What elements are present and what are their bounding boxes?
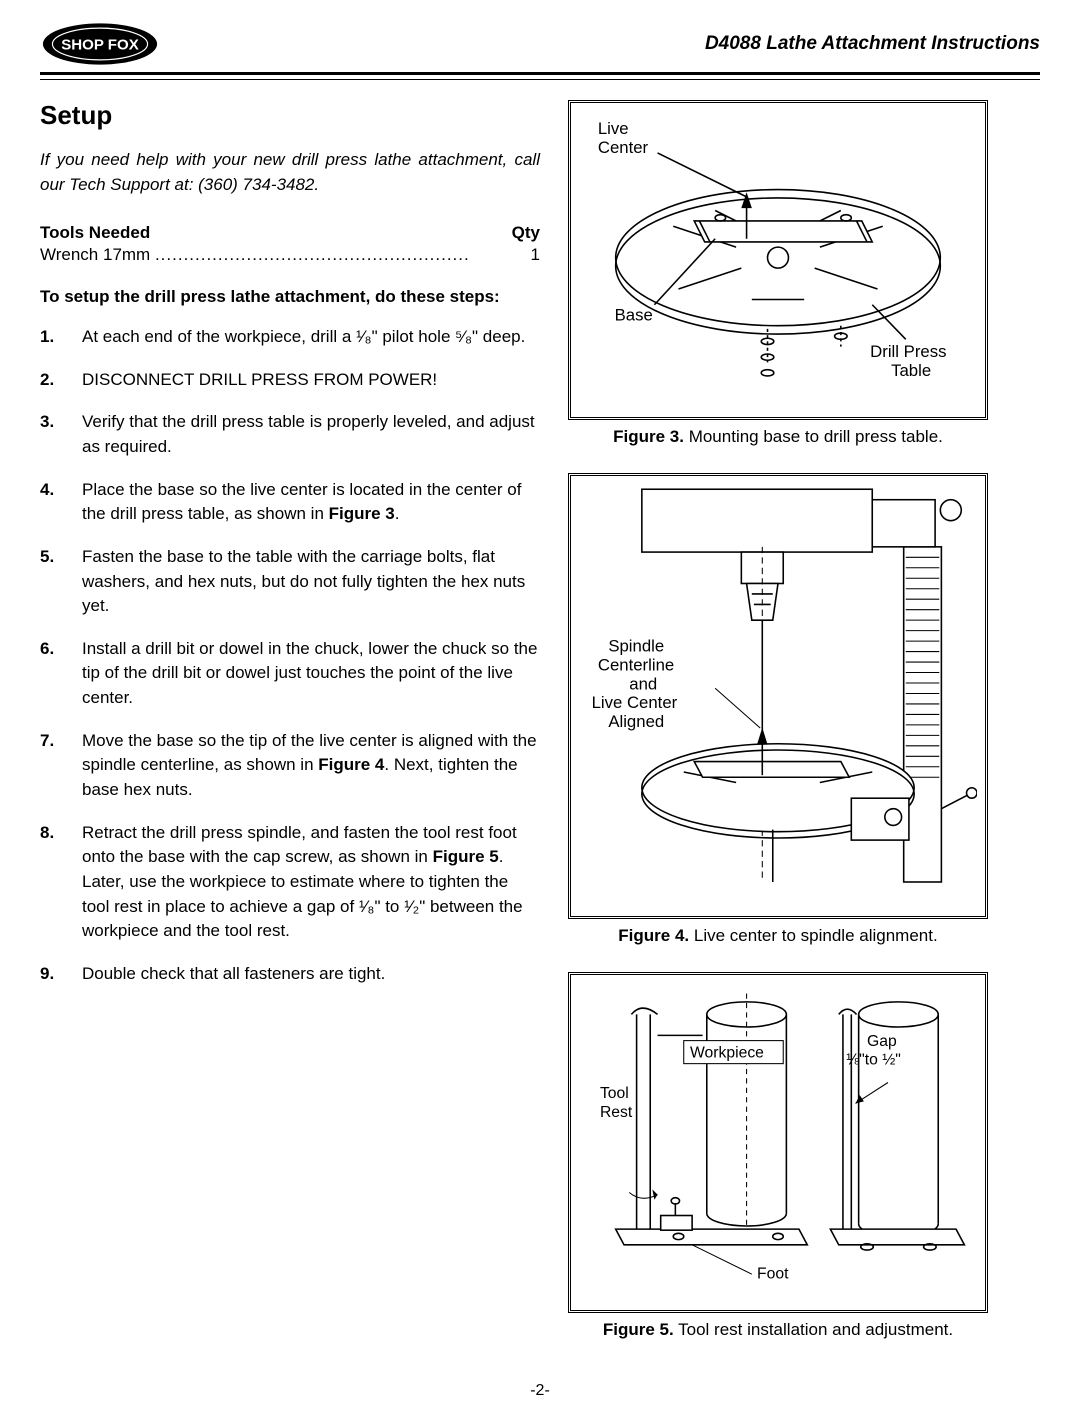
figure-4-caption: Figure 4. Live center to spindle alignme… bbox=[568, 925, 988, 948]
page: SHOP FOX D4088 Lathe Attachment Instruct… bbox=[40, 20, 1040, 1420]
fig3-label-table-2: Table bbox=[891, 361, 931, 380]
right-column: Live Center Base Drill Press Table Figur… bbox=[568, 100, 988, 1366]
svg-text:SHOP FOX: SHOP FOX bbox=[61, 37, 138, 54]
step-item: DISCONNECT DRILL PRESS FROM POWER! bbox=[40, 368, 540, 393]
tools-header-row: Tools Needed Qty bbox=[40, 223, 540, 243]
figure-5-caption: Figure 5. Tool rest installation and adj… bbox=[568, 1319, 988, 1342]
fig5-label-gap-2: ⅛"to ½" bbox=[846, 1052, 901, 1069]
figure-3-caption: Figure 3. Mounting base to drill press t… bbox=[568, 426, 988, 449]
step-item: Verify that the drill press table is pro… bbox=[40, 410, 540, 459]
intro-text: If you need help with your new drill pre… bbox=[40, 148, 540, 197]
steps-list: At each end of the workpiece, drill a ¹⁄… bbox=[40, 325, 540, 986]
header: SHOP FOX D4088 Lathe Attachment Instruct… bbox=[40, 20, 1040, 75]
fig4-label-4: Live Center bbox=[592, 693, 678, 712]
fig5-label-foot: Foot bbox=[757, 1265, 789, 1282]
step-item: Fasten the base to the table with the ca… bbox=[40, 545, 540, 619]
fig3-label-table-1: Drill Press bbox=[870, 342, 946, 361]
fig5-label-toolrest-1: Tool bbox=[600, 1085, 629, 1102]
section-heading: Setup bbox=[40, 100, 540, 131]
fig4-label-5: Aligned bbox=[608, 712, 664, 731]
svg-text:Center: Center bbox=[598, 138, 649, 157]
step-item: Double check that all fasteners are tigh… bbox=[40, 962, 540, 987]
figure-5-box: Workpiece Gap ⅛"to ½" Tool Rest Foot bbox=[568, 972, 988, 1313]
figure-3-svg: Live Center Base Drill Press Table bbox=[579, 111, 977, 404]
tool-item: Wrench 17mm bbox=[40, 245, 150, 265]
fig4-label-2: Centerline bbox=[598, 656, 674, 675]
figure-4-box: Spindle Centerline and Live Center Align… bbox=[568, 473, 988, 919]
figure-3-box: Live Center Base Drill Press Table bbox=[568, 100, 988, 420]
document-title: D4088 Lathe Attachment Instructions bbox=[705, 33, 1040, 55]
step-item: Retract the drill press spindle, and fas… bbox=[40, 821, 540, 944]
tools-needed-label: Tools Needed bbox=[40, 223, 150, 243]
step-item: Place the base so the live center is loc… bbox=[40, 478, 540, 527]
qty-label: Qty bbox=[512, 223, 540, 243]
fig5-label-workpiece: Workpiece bbox=[690, 1044, 764, 1061]
content-columns: Setup If you need help with your new dri… bbox=[40, 100, 1040, 1366]
figure-4-svg: Spindle Centerline and Live Center Align… bbox=[579, 484, 977, 903]
instruction-heading: To setup the drill press lathe attachmen… bbox=[40, 285, 540, 309]
fig3-label-live-center: Live bbox=[598, 119, 629, 138]
header-rule bbox=[40, 79, 1040, 80]
fig4-label-1: Spindle bbox=[608, 637, 664, 656]
fig3-label-base: Base bbox=[615, 305, 653, 324]
step-item: At each end of the workpiece, drill a ¹⁄… bbox=[40, 325, 540, 350]
figure-5-svg: Workpiece Gap ⅛"to ½" Tool Rest Foot bbox=[579, 983, 977, 1297]
fig5-label-gap-1: Gap bbox=[867, 1033, 897, 1050]
page-number: -2- bbox=[40, 1382, 1040, 1420]
step-item: Move the base so the tip of the live cen… bbox=[40, 729, 540, 803]
tool-qty: 1 bbox=[531, 245, 540, 265]
fig5-label-toolrest-2: Rest bbox=[600, 1104, 633, 1121]
leader-dots: ........................................… bbox=[155, 245, 531, 265]
brand-logo: SHOP FOX bbox=[40, 21, 160, 67]
tool-line: Wrench 17mm ............................… bbox=[40, 245, 540, 265]
left-column: Setup If you need help with your new dri… bbox=[40, 100, 540, 1366]
step-item: Install a drill bit or dowel in the chuc… bbox=[40, 637, 540, 711]
fig4-label-3: and bbox=[629, 674, 657, 693]
